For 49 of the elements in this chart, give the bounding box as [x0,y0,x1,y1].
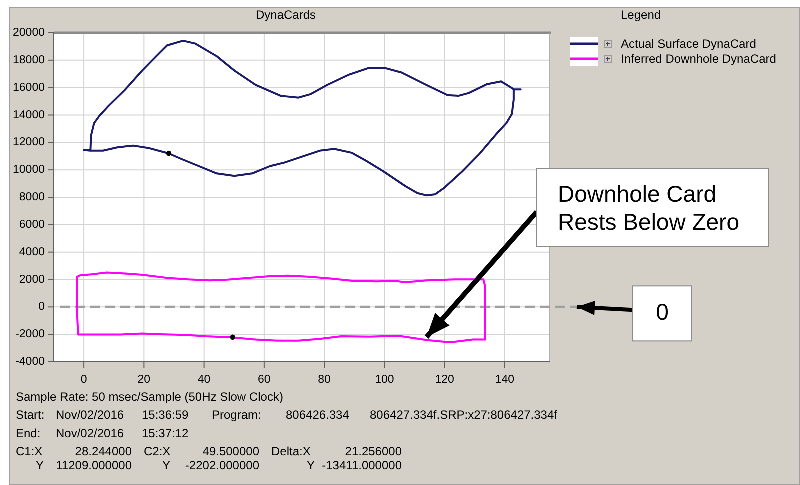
y-tick-label: 16000 [13,82,45,94]
chart-title: DynaCards [256,8,316,22]
y-tick-label: 2000 [19,274,45,286]
text: Program: [212,408,262,422]
y-tick-label: 18000 [13,54,45,66]
text: 21.256000 [345,444,402,458]
x-tick-label: 0 [80,374,88,386]
y-tick-label: -4000 [16,356,45,368]
text: 28.244000 [75,444,132,458]
y-tick-label: -2000 [16,328,45,341]
text: Nov/02/2016 [56,408,124,422]
text: 15:37:12 [142,426,190,440]
legend-title: Legend [621,8,662,22]
text: 806427.334f.SRP:x27:806427.334f [370,408,558,422]
y-tick-label: 4000 [19,246,45,258]
y-tick-label: 8000 [19,192,45,204]
text: 49.500000 [202,444,260,458]
text: 0 [656,299,669,326]
text: Y [162,458,171,472]
text: -13411.000000 [322,458,402,472]
x-tick-label: 140 [495,374,515,386]
text: End: [16,426,41,440]
text: 11209.000000 [56,458,132,472]
x-tick-label: 40 [198,374,211,386]
x-tick-label: 60 [258,374,271,386]
y-tick-label: 14000 [13,109,45,122]
text: Delta:X [272,444,311,458]
y-tick-label: 12000 [13,136,45,149]
text: C2:X [144,444,171,458]
text: Inferred Downhole DynaCard [621,52,776,66]
x-tick-label: 80 [318,374,331,386]
x-tick-label: 120 [435,374,454,386]
text: 15:36:59 [142,408,190,422]
text: -2202.000000 [185,458,260,472]
y-tick-label: 0 [38,301,45,314]
annotation: Downhole Card Rests Below Zero [558,181,740,235]
y-tick-label: 10000 [13,164,45,176]
text: Y [307,458,316,472]
y-tick-label: 6000 [19,218,45,231]
text: Actual Surface DynaCard [621,37,756,51]
text: Sample Rate: 50 msec/Sample (50Hz Slow Clock) [16,390,284,404]
x-tick-label: 20 [138,374,151,386]
x-tick-label: 100 [375,374,394,386]
y-tick-label: 20000 [13,27,45,39]
text: Y [36,458,44,472]
text: 806426.334 [286,408,350,422]
text: C1:X [16,444,43,458]
text: Nov/02/2016 [56,426,124,440]
text: Start: [16,408,45,422]
